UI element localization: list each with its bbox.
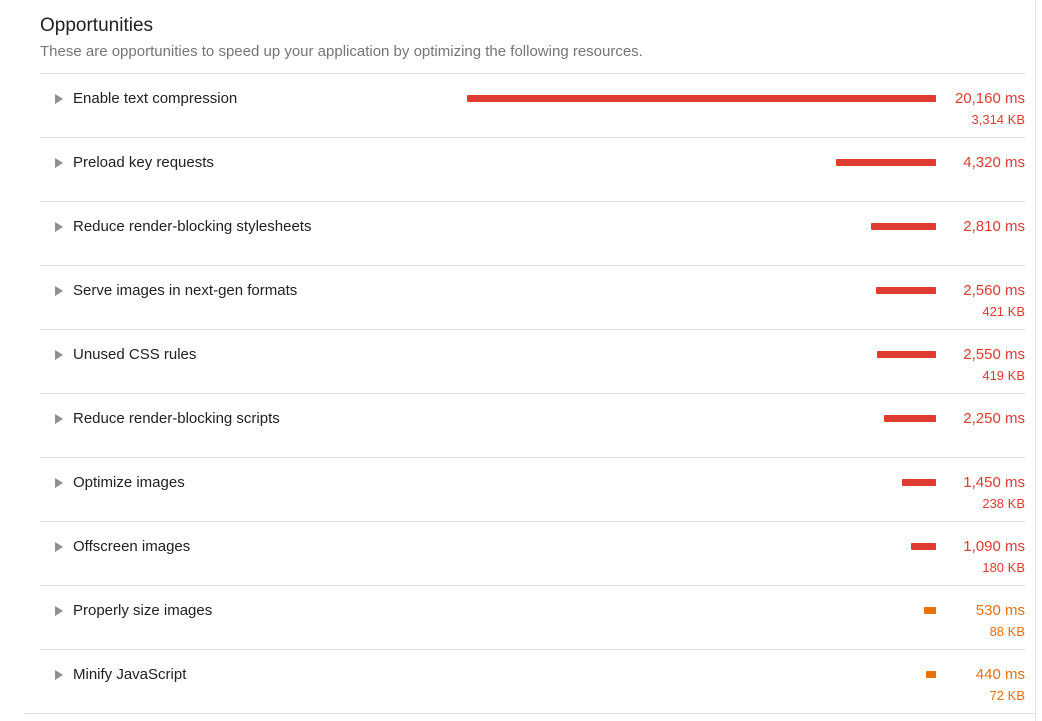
opportunity-row[interactable]: Minify JavaScript 440 ms 72 KB bbox=[40, 650, 1025, 713]
opportunity-kb-value: 180 KB bbox=[982, 560, 1025, 575]
chevron-right-icon[interactable] bbox=[55, 478, 63, 488]
opportunity-ms-value: 440 ms bbox=[975, 666, 1025, 683]
opportunities-content: Opportunities These are opportunities to… bbox=[40, 0, 1025, 713]
opportunity-kb-value: 419 KB bbox=[982, 368, 1025, 383]
panel-right-border bbox=[1035, 0, 1036, 721]
opportunity-savings-bar bbox=[871, 223, 936, 230]
opportunity-row[interactable]: Reduce render-blocking scripts 2,250 ms bbox=[40, 394, 1025, 458]
opportunity-label: Preload key requests bbox=[73, 154, 214, 171]
opportunity-savings-bar bbox=[467, 95, 936, 102]
opportunity-row[interactable]: Properly size images 530 ms 88 KB bbox=[40, 586, 1025, 650]
opportunity-ms-value: 4,320 ms bbox=[963, 154, 1025, 171]
opportunity-ms-value: 1,450 ms bbox=[963, 474, 1025, 491]
chevron-right-icon[interactable] bbox=[55, 670, 63, 680]
opportunity-ms-value: 2,250 ms bbox=[963, 410, 1025, 427]
opportunity-kb-value: 88 KB bbox=[989, 624, 1025, 639]
opportunity-kb-value: 238 KB bbox=[982, 496, 1025, 511]
chevron-right-icon[interactable] bbox=[55, 542, 63, 552]
page-subtitle: These are opportunities to speed up your… bbox=[40, 43, 643, 60]
opportunity-label: Unused CSS rules bbox=[73, 346, 197, 363]
chevron-right-icon[interactable] bbox=[55, 158, 63, 168]
opportunity-ms-value: 2,810 ms bbox=[963, 218, 1025, 235]
opportunities-list: Enable text compression 20,160 ms 3,314 … bbox=[40, 73, 1025, 713]
opportunity-kb-value: 3,314 KB bbox=[971, 112, 1026, 127]
opportunity-label: Minify JavaScript bbox=[73, 666, 187, 683]
opportunity-row[interactable]: Enable text compression 20,160 ms 3,314 … bbox=[40, 74, 1025, 138]
opportunity-savings-bar bbox=[884, 415, 936, 422]
opportunity-savings-bar bbox=[924, 607, 936, 614]
opportunity-savings-bar bbox=[902, 479, 936, 486]
opportunity-row[interactable]: Unused CSS rules 2,550 ms 419 KB bbox=[40, 330, 1025, 394]
opportunity-ms-value: 20,160 ms bbox=[954, 90, 1025, 107]
opportunity-savings-bar bbox=[911, 543, 936, 550]
opportunity-label: Enable text compression bbox=[73, 90, 238, 107]
opportunity-label: Properly size images bbox=[73, 602, 213, 619]
chevron-right-icon[interactable] bbox=[55, 286, 63, 296]
opportunity-kb-value: 421 KB bbox=[982, 304, 1025, 319]
chevron-right-icon[interactable] bbox=[55, 350, 63, 360]
opportunity-label: Optimize images bbox=[73, 474, 185, 491]
chevron-right-icon[interactable] bbox=[55, 414, 63, 424]
opportunity-savings-bar bbox=[836, 159, 936, 166]
opportunity-row[interactable]: Preload key requests 4,320 ms bbox=[40, 138, 1025, 202]
opportunity-row[interactable]: Serve images in next-gen formats 2,560 m… bbox=[40, 266, 1025, 330]
opportunity-label: Reduce render-blocking scripts bbox=[73, 410, 280, 427]
opportunity-label: Reduce render-blocking stylesheets bbox=[73, 218, 312, 235]
opportunity-label: Serve images in next-gen formats bbox=[73, 282, 298, 299]
opportunity-kb-value: 72 KB bbox=[989, 688, 1025, 703]
opportunity-ms-value: 2,560 ms bbox=[963, 282, 1025, 299]
opportunity-row[interactable]: Optimize images 1,450 ms 238 KB bbox=[40, 458, 1025, 522]
chevron-right-icon[interactable] bbox=[55, 606, 63, 616]
opportunity-label: Offscreen images bbox=[73, 538, 191, 555]
chevron-right-icon[interactable] bbox=[55, 222, 63, 232]
opportunity-ms-value: 2,550 ms bbox=[963, 346, 1025, 363]
chevron-right-icon[interactable] bbox=[55, 94, 63, 104]
opportunity-row[interactable]: Reduce render-blocking stylesheets 2,810… bbox=[40, 202, 1025, 266]
opportunity-savings-bar bbox=[926, 671, 936, 678]
opportunity-savings-bar bbox=[876, 287, 936, 294]
panel-bottom-divider bbox=[25, 713, 1035, 714]
opportunity-ms-value: 1,090 ms bbox=[963, 538, 1025, 555]
page-title: Opportunities bbox=[40, 15, 154, 36]
opportunity-row[interactable]: Offscreen images 1,090 ms 180 KB bbox=[40, 522, 1025, 586]
opportunity-ms-value: 530 ms bbox=[975, 602, 1025, 619]
opportunity-savings-bar bbox=[877, 351, 936, 358]
